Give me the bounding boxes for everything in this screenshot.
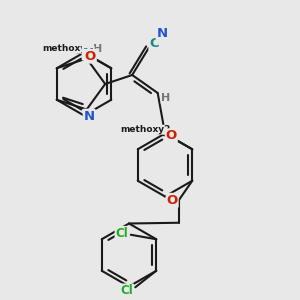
Text: O: O [85, 50, 96, 63]
Text: N: N [82, 46, 94, 60]
Text: N: N [83, 110, 94, 123]
Text: C: C [149, 37, 159, 50]
Text: Cl: Cl [121, 284, 133, 297]
Text: O: O [167, 194, 178, 207]
Text: methoxy2: methoxy2 [121, 125, 171, 134]
Text: H: H [94, 44, 103, 54]
Text: N: N [157, 27, 168, 40]
Text: methoxy: methoxy [43, 44, 87, 53]
Text: O: O [166, 129, 177, 142]
Text: H: H [161, 93, 171, 103]
Text: Cl: Cl [116, 227, 128, 240]
